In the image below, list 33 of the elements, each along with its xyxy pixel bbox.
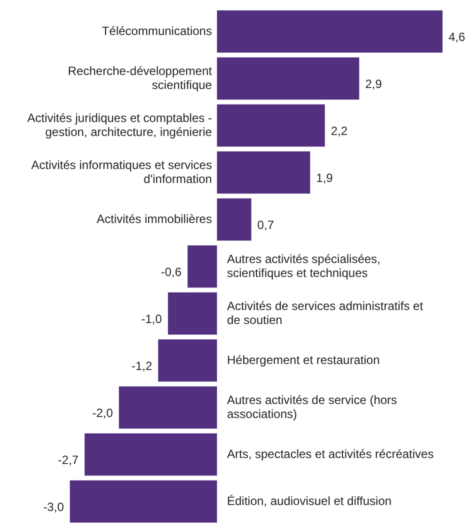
data-label: -0,6 [160, 264, 182, 279]
bar [84, 433, 217, 476]
bar [70, 480, 217, 523]
y-tick-label: Activités immobilières [96, 212, 212, 226]
bar [168, 292, 217, 335]
data-label: 2,9 [365, 76, 382, 91]
data-label: 0,7 [257, 218, 274, 232]
bar [118, 386, 217, 429]
bar [216, 57, 360, 100]
bar [216, 10, 443, 53]
bar [216, 151, 310, 194]
bar [216, 104, 325, 147]
y-tick-label: Activités de services administratifs et de soutien [226, 298, 424, 327]
y-tick-label: Télécommunications [102, 24, 212, 38]
data-label: 2,2 [330, 124, 348, 138]
data-label: -2,0 [92, 406, 114, 420]
y-tick-label: Recherche-développement scientifique [68, 64, 213, 92]
bar [158, 339, 217, 382]
y-tick-label: Hébergement et restauration [226, 352, 380, 367]
data-label: -3,0 [43, 500, 64, 514]
y-tick-label: Édition, audiovisuel et diffusion [226, 494, 392, 508]
y-tick-label: Activités informatiques et services d'information [31, 158, 212, 186]
y-tick-label: Autres activités de service (hors associations) [226, 392, 398, 421]
data-label: 1,9 [316, 170, 334, 185]
data-label: -1,2 [131, 358, 152, 373]
y-tick-label: Arts, spectacles et activités récréatives [226, 446, 434, 461]
data-label: -1,0 [141, 312, 162, 326]
bar [216, 198, 252, 241]
y-tick-label: Autres activités spécialisées, scientifiques et techniques [226, 252, 380, 280]
y-tick-label: Activités juridiques et comptables - gestion, architecture, ingénierie [27, 110, 212, 139]
data-label: -2,7 [58, 452, 79, 467]
bar [188, 245, 217, 288]
data-label: 4,6 [448, 30, 466, 44]
